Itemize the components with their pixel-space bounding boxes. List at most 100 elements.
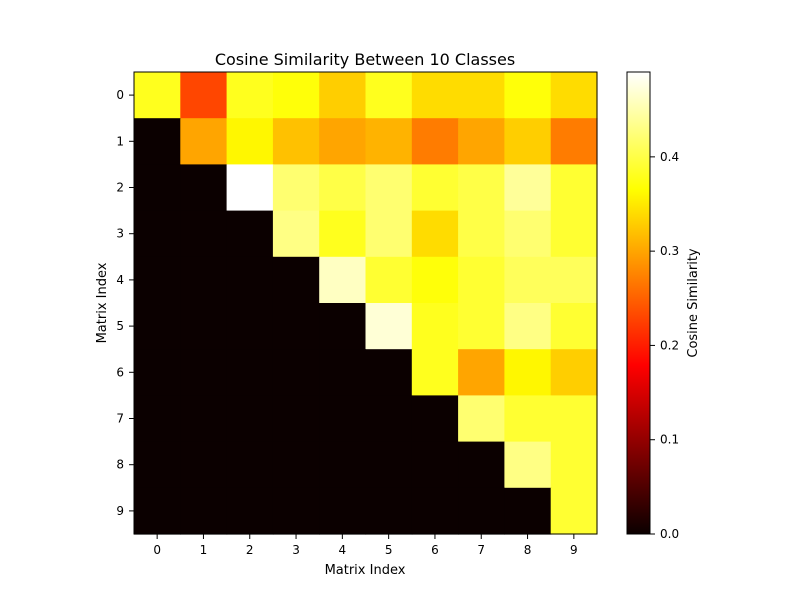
- heatmap-cell-7-6: [411, 395, 459, 443]
- heatmap-cell-1-1: [180, 118, 228, 165]
- heatmap-cell-6-3: [272, 349, 320, 396]
- colorbar: [626, 71, 651, 535]
- heatmap-cell-0-6: [411, 72, 459, 119]
- heatmap-cell-3-0: [134, 210, 181, 258]
- heatmap-cell-7-1: [180, 395, 228, 443]
- heatmap-cell-7-4: [319, 395, 367, 443]
- heatmap-cell-2-2: [226, 164, 274, 212]
- heatmap-cell-8-8: [504, 441, 552, 489]
- y-tick-label: 3: [116, 227, 124, 241]
- heatmap-cell-2-0: [134, 164, 181, 212]
- heatmap-cell-3-4: [319, 210, 367, 258]
- heatmap-cell-9-3: [272, 487, 320, 535]
- y-tick-label: 4: [116, 273, 124, 287]
- y-tick-label: 8: [116, 458, 124, 472]
- heatmap-cell-1-9: [550, 118, 598, 165]
- heatmap-cell-6-8: [504, 349, 552, 396]
- y-tick-label: 9: [116, 504, 124, 518]
- chart-title: Cosine Similarity Between 10 Classes: [215, 50, 515, 69]
- heatmap-cell-6-6: [411, 349, 459, 396]
- x-tick-label: 2: [246, 543, 254, 557]
- x-tick-label: 6: [431, 543, 439, 557]
- heatmap-cell-6-7: [458, 349, 505, 396]
- heatmap-cell-7-3: [272, 395, 320, 443]
- heatmap-cell-2-7: [458, 164, 505, 212]
- heatmap-cell-5-0: [134, 303, 181, 350]
- heatmap-cell-4-2: [226, 256, 274, 304]
- heatmap-cell-0-5: [365, 72, 413, 119]
- heatmap-cell-0-0: [134, 72, 181, 119]
- heatmap-cell-1-0: [134, 118, 181, 165]
- heatmap-cell-5-4: [319, 303, 367, 350]
- heatmap-cell-4-8: [504, 256, 552, 304]
- x-tick-label: 9: [570, 543, 578, 557]
- heatmap-cell-4-1: [180, 256, 228, 304]
- heatmap-cell-8-6: [411, 441, 459, 489]
- y-axis-ticks: 0 1 2 3 4 5 6 7 8 9: [116, 88, 134, 518]
- heatmap-cell-6-1: [180, 349, 228, 396]
- heatmap-cell-8-1: [180, 441, 228, 489]
- heatmap-cell-5-9: [550, 303, 598, 350]
- heatmap-cell-5-7: [458, 303, 505, 350]
- y-tick-label: 6: [116, 365, 124, 379]
- y-tick-label: 2: [116, 181, 124, 195]
- heatmap-cell-0-8: [504, 72, 552, 119]
- heatmap-cell-7-8: [504, 395, 552, 443]
- heatmap-cell-5-1: [180, 303, 228, 350]
- heatmap-cell-5-3: [272, 303, 320, 350]
- heatmap-cell-3-2: [226, 210, 274, 258]
- heatmap-cell-4-3: [272, 256, 320, 304]
- heatmap-cell-8-2: [226, 441, 274, 489]
- y-tick-label: 0: [116, 88, 124, 102]
- heatmap-cell-2-5: [365, 164, 413, 212]
- colorbar-tick-label: 0.1: [660, 433, 679, 447]
- heatmap-cell-0-2: [226, 72, 274, 119]
- x-tick-label: 5: [385, 543, 393, 557]
- x-tick-label: 7: [477, 543, 485, 557]
- heatmap-cell-0-7: [458, 72, 505, 119]
- heatmap-cell-9-7: [458, 487, 505, 535]
- heatmap-cell-4-6: [411, 256, 459, 304]
- heatmap-cell-5-5: [365, 303, 413, 350]
- colorbar-label: Cosine Similarity: [686, 248, 701, 358]
- heatmap-cell-5-2: [226, 303, 274, 350]
- heatmap-cell-8-0: [134, 441, 181, 489]
- colorbar-tick-label: 0.0: [660, 527, 679, 541]
- x-tick-label: 8: [524, 543, 532, 557]
- heatmap-cell-8-5: [365, 441, 413, 489]
- heatmap-cell-7-9: [550, 395, 598, 443]
- y-tick-label: 1: [116, 134, 124, 148]
- heatmap-cell-2-3: [272, 164, 320, 212]
- heatmap-cell-3-9: [550, 210, 598, 258]
- heatmap-cell-3-8: [504, 210, 552, 258]
- heatmap-cell-7-5: [365, 395, 413, 443]
- heatmap-cell-7-7: [458, 395, 505, 443]
- x-tick-label: 4: [339, 543, 347, 557]
- heatmap-cell-5-6: [411, 303, 459, 350]
- heatmap-cell-2-4: [319, 164, 367, 212]
- heatmap-cell-4-7: [458, 256, 505, 304]
- x-tick-label: 0: [153, 543, 161, 557]
- heatmap-cell-3-1: [180, 210, 228, 258]
- heatmap-cell-2-6: [411, 164, 459, 212]
- heatmap-cell-1-5: [365, 118, 413, 165]
- heatmap-cell-8-7: [458, 441, 505, 489]
- heatmap-cell-7-2: [226, 395, 274, 443]
- heatmap-cell-9-4: [319, 487, 367, 535]
- colorbar-ticks: 0.0 0.1 0.2 0.3 0.4: [650, 150, 679, 541]
- y-axis-label: Matrix Index: [95, 262, 110, 343]
- heatmap-cell-0-1: [180, 72, 228, 119]
- heatmap-cell-3-7: [458, 210, 505, 258]
- heatmap-cell-9-0: [134, 487, 181, 535]
- heatmap-cell-6-5: [365, 349, 413, 396]
- heatmap-cell-0-9: [550, 72, 598, 119]
- heatmap-cell-8-4: [319, 441, 367, 489]
- x-tick-label: 3: [292, 543, 300, 557]
- heatmap-cell-6-2: [226, 349, 274, 396]
- x-axis-ticks: 0 1 2 3 4 5 6 7 8 9: [153, 534, 578, 557]
- heatmap-cell-2-1: [180, 164, 228, 212]
- heatmap-cell-9-8: [504, 487, 552, 535]
- y-tick-label: 5: [116, 319, 124, 333]
- heatmap-cell-6-4: [319, 349, 367, 396]
